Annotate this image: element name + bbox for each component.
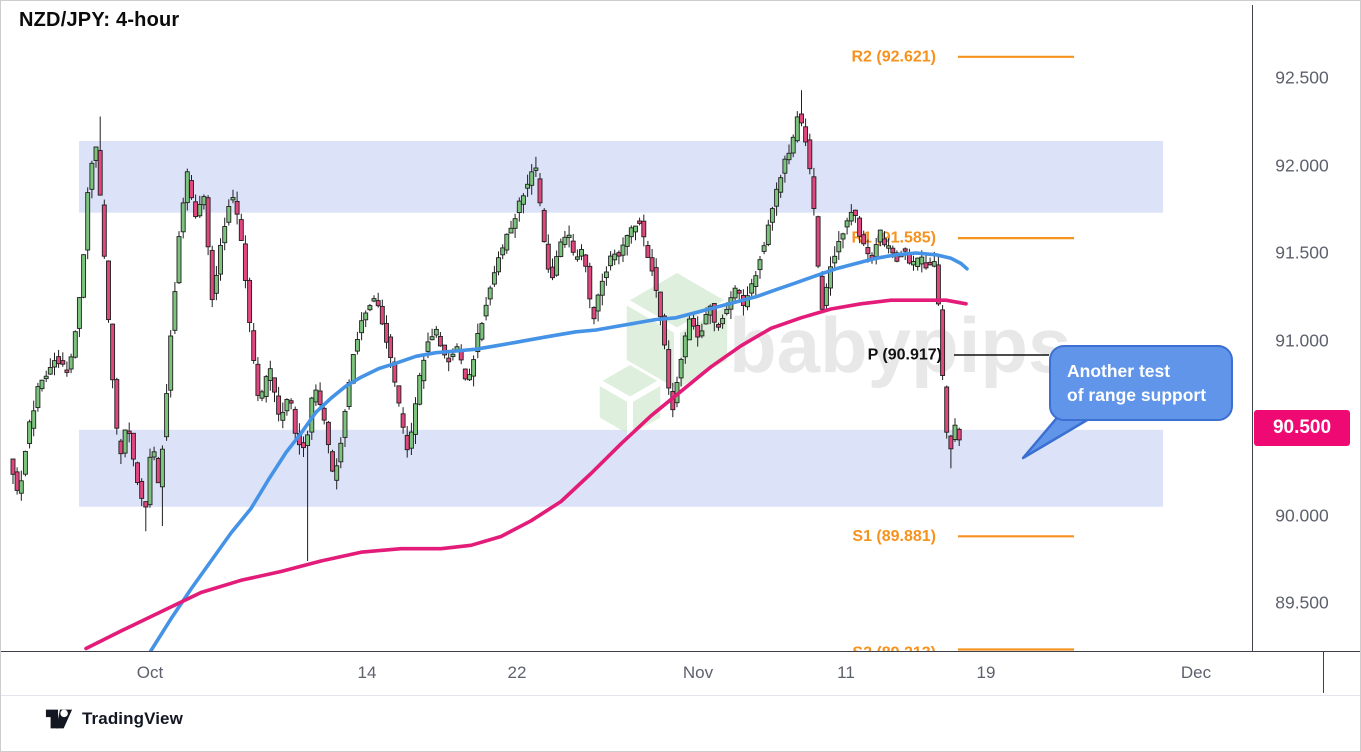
x-axis-tick-nov: Nov xyxy=(682,663,714,682)
tradingview-brand-text: TradingView xyxy=(82,709,183,728)
plot-area: babypips R2 (92.621) R1 (91.585) P (90.917)… xyxy=(10,48,1163,662)
price-axis-line xyxy=(1252,5,1253,652)
x-axis-tick-11: 11 xyxy=(837,663,855,682)
range-zone-resistance xyxy=(79,141,1163,213)
y-axis-tick-90.000: 90.000 xyxy=(1275,505,1329,525)
x-axis-tick-oct: Oct xyxy=(136,663,164,682)
y-axis-tick-92.000: 92.000 xyxy=(1275,155,1329,175)
candlestick-series xyxy=(10,90,962,561)
chart-bottom-rule xyxy=(1,695,1360,696)
y-axis-tick-92.500: 92.500 xyxy=(1275,67,1329,88)
pivot-label-r2: R2 (92.621) xyxy=(852,48,937,65)
x-axis-tick-14: 14 xyxy=(357,663,377,682)
x-axis-tick-22: 22 xyxy=(507,663,527,682)
last-price-badge: 90.500 xyxy=(1254,410,1350,446)
y-axis-tick-91.000: 91.000 xyxy=(1275,330,1329,350)
y-axis-tick-91.500: 91.500 xyxy=(1275,242,1329,263)
tradingview-attribution: TradingView xyxy=(45,706,183,732)
x-axis-next-period-separator xyxy=(1323,652,1324,693)
callout-text-line1: Another test xyxy=(1067,361,1171,381)
callout-text-line2: of range support xyxy=(1067,385,1207,405)
pivot-label-p: P (90.917) xyxy=(868,347,942,364)
pivot-label-s2: S2 (89.213) xyxy=(852,645,936,662)
y-axis-tick-89.500: 89.500 xyxy=(1275,592,1329,613)
pivot-label-s1: S1 (89.881) xyxy=(852,528,936,545)
ma-blue-line xyxy=(148,251,969,651)
tradingview-logo-icon xyxy=(45,709,73,729)
babypips-watermark: babypips xyxy=(598,273,1071,435)
callout-bubble: Another test of range support xyxy=(1049,345,1233,421)
watermark-text: babypips xyxy=(729,301,1071,389)
page-title: NZD/JPY: 4-hour xyxy=(19,9,180,31)
pivot-label-r1: R1 (91.585) xyxy=(852,230,937,247)
x-axis-tick-dec: Dec xyxy=(1180,663,1212,682)
x-axis-tick-19: 19 xyxy=(976,663,996,682)
x-axis-line xyxy=(1,651,1360,652)
ma-pink-line xyxy=(84,298,968,651)
